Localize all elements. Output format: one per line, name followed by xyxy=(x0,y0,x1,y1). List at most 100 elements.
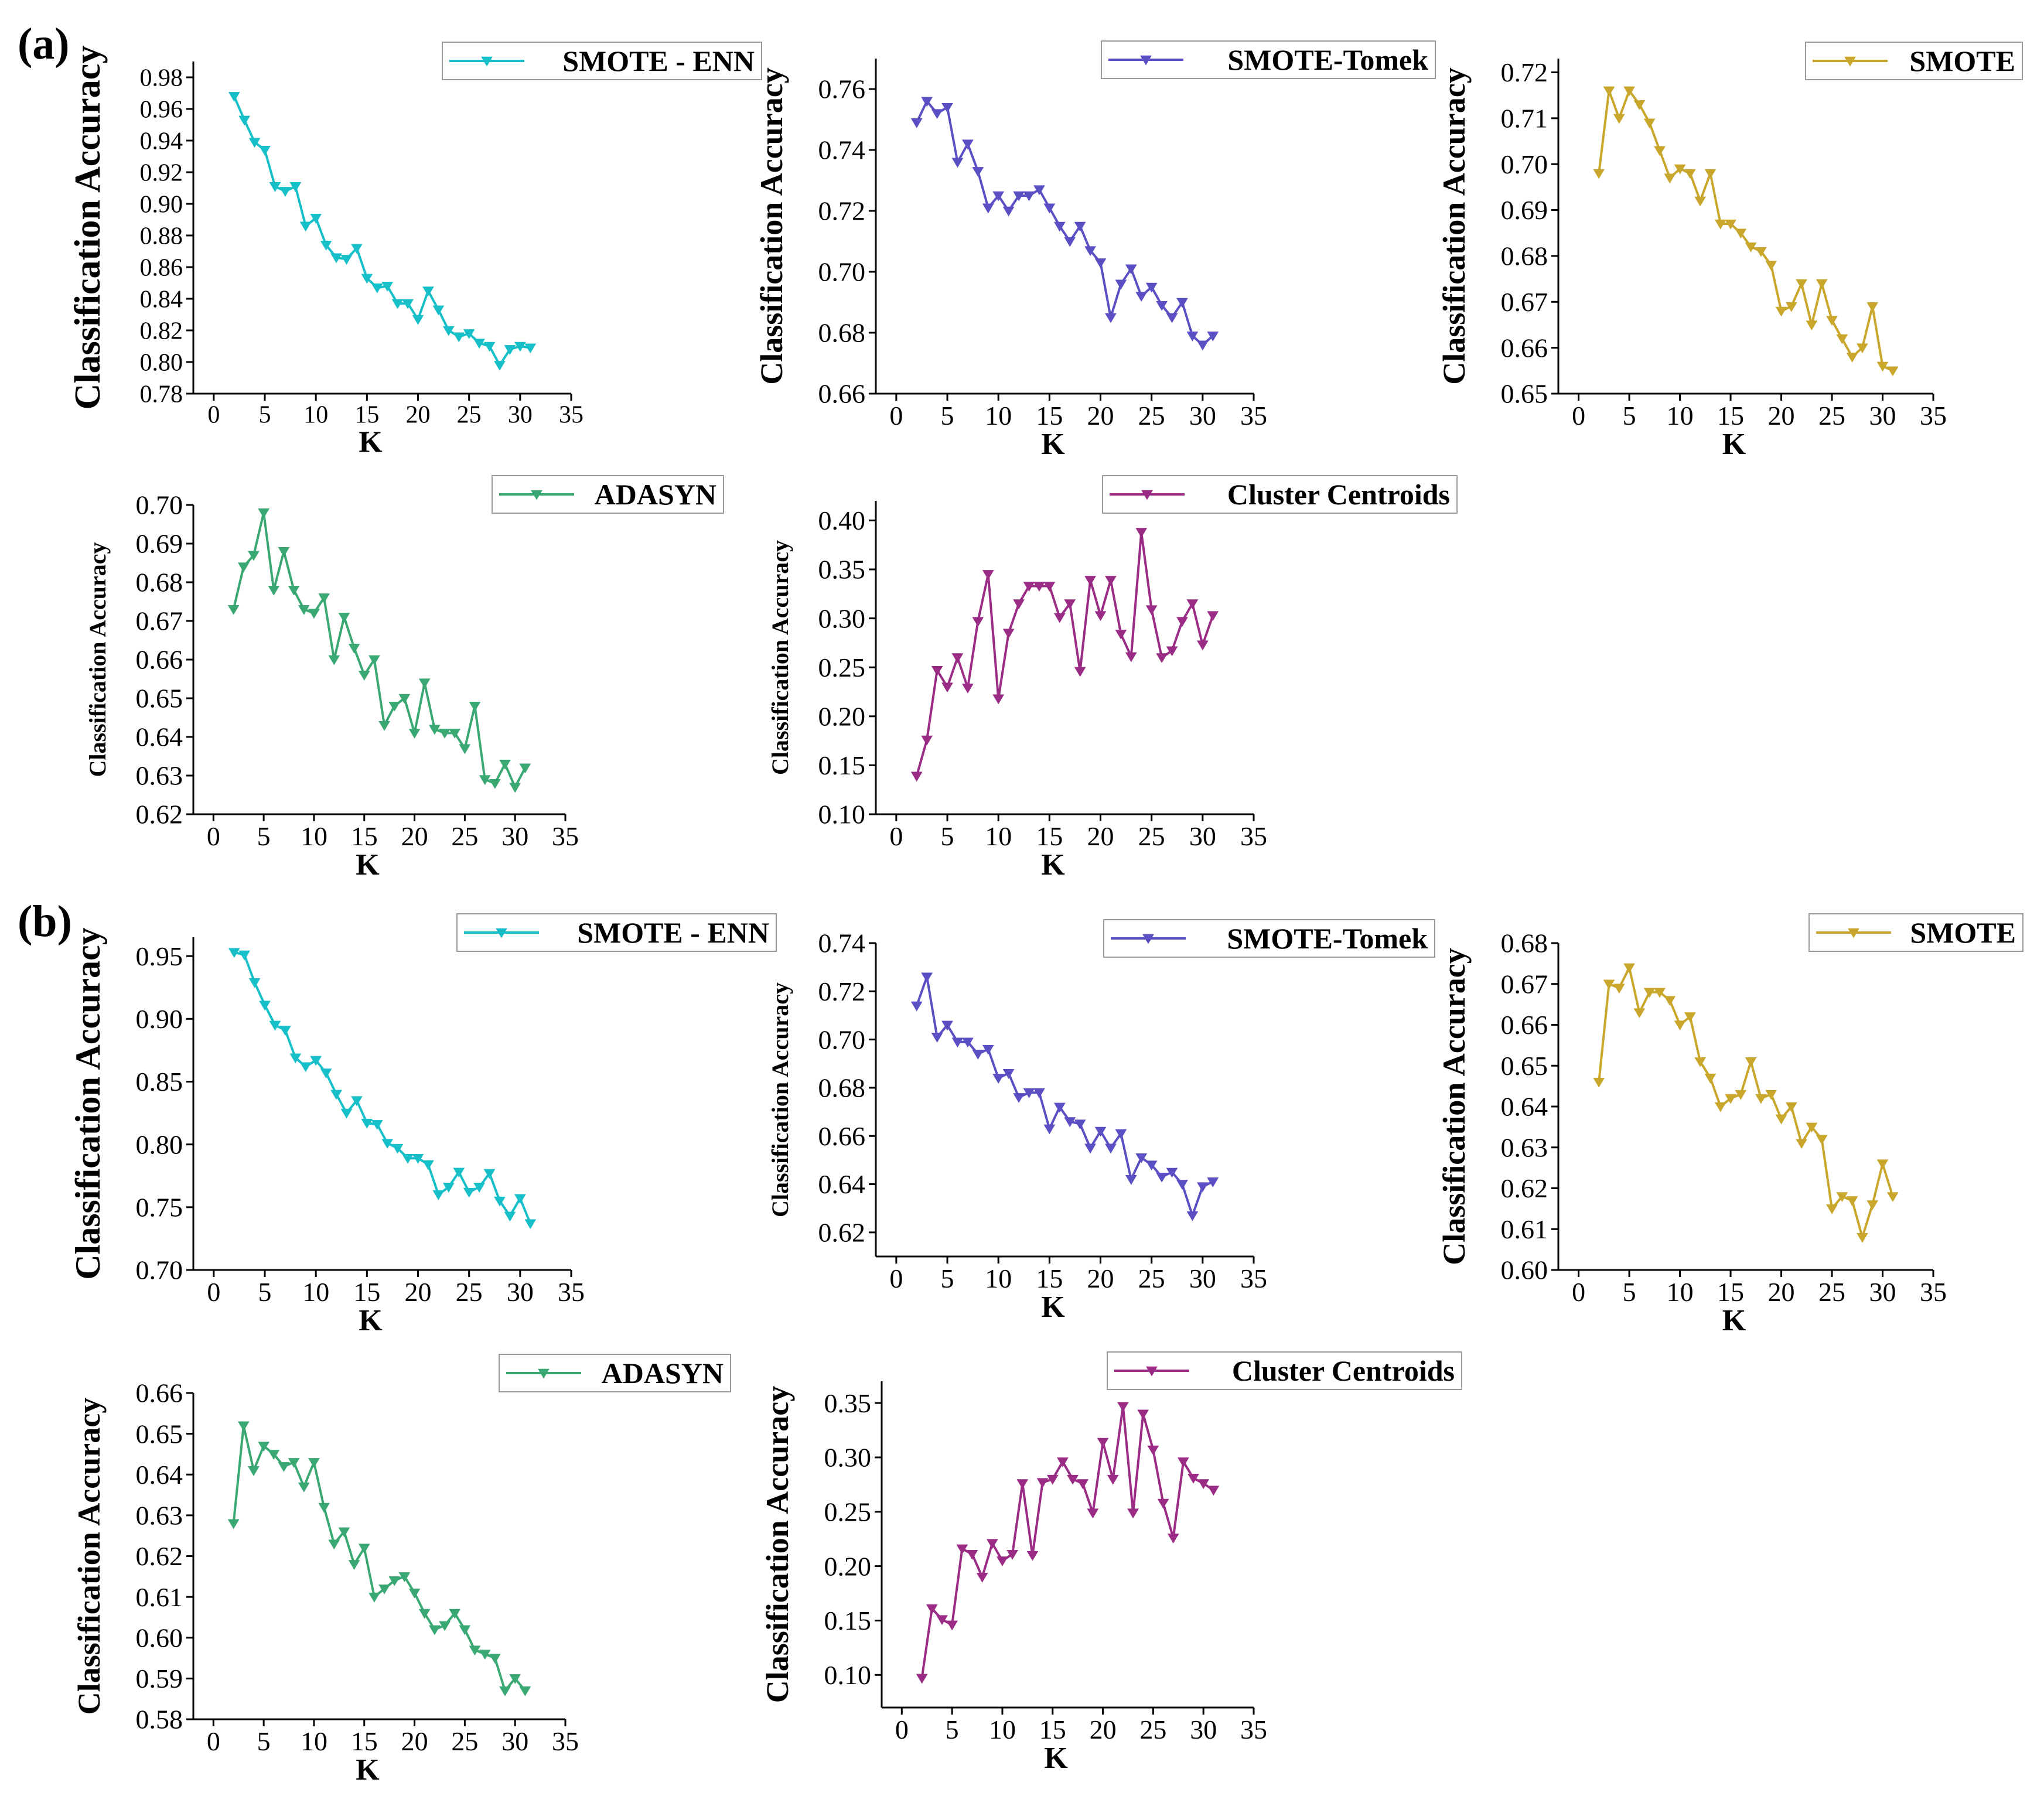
data-point xyxy=(1196,340,1209,351)
x-tick-label: 35 xyxy=(1240,1264,1267,1293)
panel-label-a: (a) xyxy=(18,19,70,69)
legend-marker xyxy=(1142,934,1154,944)
x-tick-label: 25 xyxy=(1818,1277,1845,1307)
data-point xyxy=(348,643,360,654)
data-point xyxy=(398,694,411,704)
data-point xyxy=(1002,1068,1015,1079)
x-tick-label: 10 xyxy=(303,402,328,429)
data-point xyxy=(381,1139,394,1149)
data-point xyxy=(289,182,302,192)
data-point xyxy=(463,329,475,339)
x-tick-label: 10 xyxy=(985,1264,1012,1293)
data-point xyxy=(248,978,261,988)
x-tick-label: 0 xyxy=(207,821,220,851)
x-tick-label: 20 xyxy=(1768,1277,1795,1307)
y-tick-label: 0.65 xyxy=(1501,1051,1548,1081)
chart-a3: 0.65 0.66 0.67 0.68 0.69 0.70 0.71 0.72 0 5 10 15 20… xyxy=(1436,42,2023,461)
x-tick-label: 5 xyxy=(257,821,271,851)
data-point xyxy=(268,1450,280,1460)
data-point xyxy=(1145,605,1158,616)
y-axis-title: Classification Accuracy xyxy=(754,67,789,384)
data-point xyxy=(258,1442,270,1452)
data-point xyxy=(1846,353,1858,363)
data-point xyxy=(992,694,1005,705)
data-point xyxy=(422,1160,434,1170)
y-tick-label: 0.20 xyxy=(824,1551,872,1581)
data-point xyxy=(1654,988,1666,998)
data-point xyxy=(338,613,350,623)
y-tick-label: 0.35 xyxy=(824,1388,872,1418)
data-point xyxy=(1084,246,1096,257)
x-tick-label: 25 xyxy=(451,1726,478,1756)
data-point xyxy=(338,1527,350,1538)
x-tick-label: 35 xyxy=(552,1726,579,1756)
data-point xyxy=(1043,203,1056,214)
data-point xyxy=(1053,613,1066,623)
data-point xyxy=(1613,984,1625,994)
y-tick-label: 0.15 xyxy=(818,750,866,780)
data-point xyxy=(449,729,461,739)
data-point xyxy=(1094,258,1107,268)
data-point xyxy=(1064,1117,1076,1128)
y-tick-label: 0.72 xyxy=(818,196,866,226)
data-point xyxy=(494,361,506,371)
data-point xyxy=(473,1183,485,1193)
data-point xyxy=(956,1544,968,1555)
data-point xyxy=(1033,582,1045,592)
x-tick-label: 30 xyxy=(501,821,528,851)
legend-marker xyxy=(538,1368,550,1379)
data-point xyxy=(1013,599,1025,610)
data-point xyxy=(1714,1102,1726,1112)
data-point xyxy=(951,158,964,168)
y-tick-label: 0.30 xyxy=(824,1443,872,1473)
legend-label: SMOTE xyxy=(1910,916,2016,949)
legend: ADASYN xyxy=(492,475,724,514)
y-tick-label: 0.30 xyxy=(818,603,866,633)
data-point xyxy=(1147,1445,1159,1456)
y-axis-title: Classification Accuracy xyxy=(84,542,111,777)
y-axis-title: Classification Accuracy xyxy=(1436,948,1472,1265)
y-tick-label: 0.90 xyxy=(140,191,183,218)
y-tick-label: 0.68 xyxy=(136,568,183,597)
data-point xyxy=(227,1519,240,1529)
data-point xyxy=(1613,114,1625,124)
y-tick-label: 0.80 xyxy=(136,1129,183,1159)
data-point xyxy=(1765,1090,1777,1100)
data-point xyxy=(1074,667,1086,677)
data-point xyxy=(1806,320,1818,331)
x-tick-label: 5 xyxy=(1623,1277,1636,1307)
y-tick-label: 0.94 xyxy=(140,128,183,155)
data-point xyxy=(1623,86,1635,97)
data-point xyxy=(1857,343,1868,354)
data-point xyxy=(318,1503,330,1513)
legend-label: Cluster Centroids xyxy=(1232,1354,1455,1387)
data-point xyxy=(1876,361,1889,372)
data-point xyxy=(1002,629,1015,639)
data-point xyxy=(941,103,953,113)
y-tick-label: 0.71 xyxy=(1501,104,1548,134)
x-tick-label: 30 xyxy=(1869,401,1896,431)
data-point xyxy=(408,729,421,739)
data-point xyxy=(330,1090,342,1100)
legend-label: ADASYN xyxy=(602,1357,724,1389)
x-tick-label: 0 xyxy=(207,402,220,429)
data-point xyxy=(422,286,434,297)
data-point xyxy=(279,187,291,197)
data-point xyxy=(1684,169,1696,179)
y-tick-label: 0.58 xyxy=(136,1705,183,1734)
data-point xyxy=(1684,1012,1696,1023)
legend: SMOTE - ENN xyxy=(456,913,777,952)
y-tick-label: 0.68 xyxy=(818,1073,866,1103)
y-tick-label: 0.65 xyxy=(1501,379,1548,409)
y-tick-label: 0.78 xyxy=(140,381,183,408)
legend-label: SMOTE-Tomek xyxy=(1227,922,1428,955)
data-point xyxy=(1105,1143,1117,1154)
legend: Cluster Centroids xyxy=(1102,475,1458,514)
data-point xyxy=(340,1108,353,1119)
data-point xyxy=(1084,1143,1096,1154)
data-point xyxy=(391,1143,404,1154)
data-point xyxy=(453,1167,465,1178)
data-point xyxy=(1603,86,1615,97)
y-tick-label: 0.61 xyxy=(136,1582,183,1612)
legend-label: ADASYN xyxy=(595,478,716,511)
